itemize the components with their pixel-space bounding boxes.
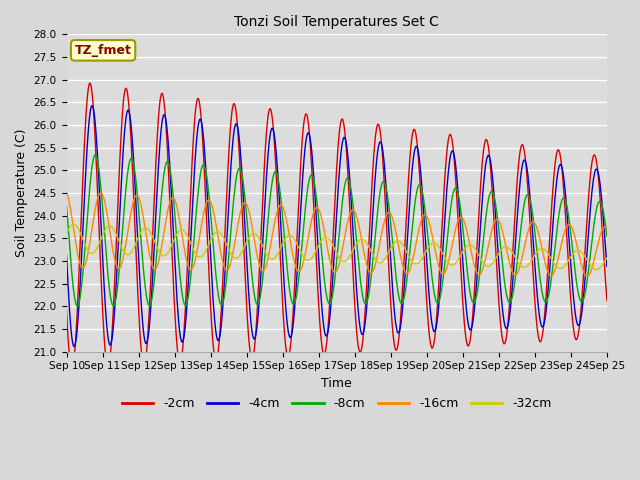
Title: Tonzi Soil Temperatures Set C: Tonzi Soil Temperatures Set C xyxy=(234,15,439,29)
X-axis label: Time: Time xyxy=(321,377,352,390)
Y-axis label: Soil Temperature (C): Soil Temperature (C) xyxy=(15,129,28,257)
Legend: -2cm, -4cm, -8cm, -16cm, -32cm: -2cm, -4cm, -8cm, -16cm, -32cm xyxy=(117,392,557,415)
Text: TZ_fmet: TZ_fmet xyxy=(75,44,131,57)
